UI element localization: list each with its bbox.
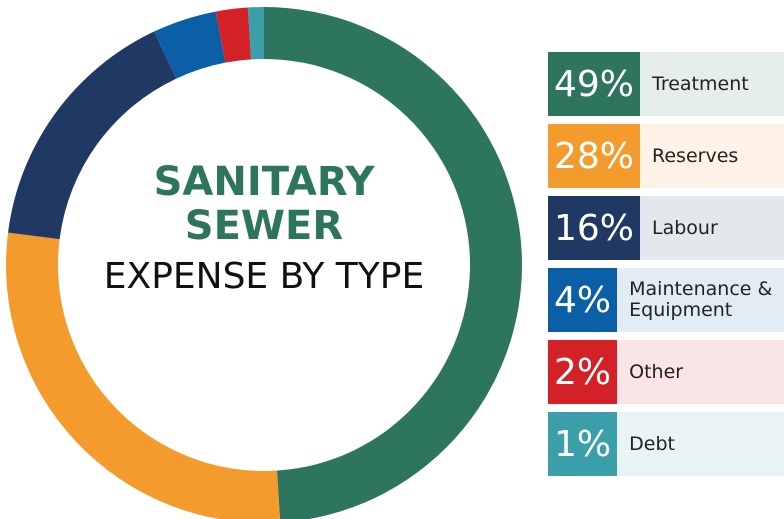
legend-label: Reserves — [652, 144, 739, 167]
chart-title: SANITARY SEWER — [153, 159, 375, 249]
donut-segment — [215, 7, 252, 63]
legend-label: Debt — [629, 432, 675, 455]
legend-label: Treatment — [652, 72, 749, 95]
legend-item: 1% Debt — [548, 412, 784, 476]
center-text: SANITARY SEWER EXPENSE BY TYPE — [64, 160, 464, 297]
legend-item: 2% Other — [548, 340, 784, 404]
chart-subtitle: EXPENSE BY TYPE — [103, 256, 425, 297]
legend-value: 2% — [548, 340, 618, 404]
donut-segment — [264, 7, 522, 519]
legend-value: 4% — [548, 268, 618, 332]
legend-item: 16% Labour — [548, 196, 784, 260]
legend-label: Labour — [652, 216, 718, 239]
donut-segment — [154, 11, 226, 79]
legend-item: 49% Treatment — [548, 52, 784, 116]
legend-item: 4% Maintenance & Equipment — [548, 268, 784, 332]
legend-value: 49% — [548, 52, 641, 116]
donut-segment — [8, 31, 177, 240]
legend-label: Other — [629, 360, 684, 383]
legend-value: 16% — [548, 196, 641, 260]
legend-value: 1% — [548, 412, 618, 476]
donut-segment — [6, 232, 280, 519]
legend: 49% Treatment 28% Reserves 16% Labour 4% Mainte… — [548, 52, 784, 484]
legend-item: 28% Reserves — [548, 124, 784, 188]
legend-label: Maintenance & Equipment — [629, 278, 773, 321]
donut-segment — [247, 7, 264, 60]
legend-value: 28% — [548, 124, 641, 188]
